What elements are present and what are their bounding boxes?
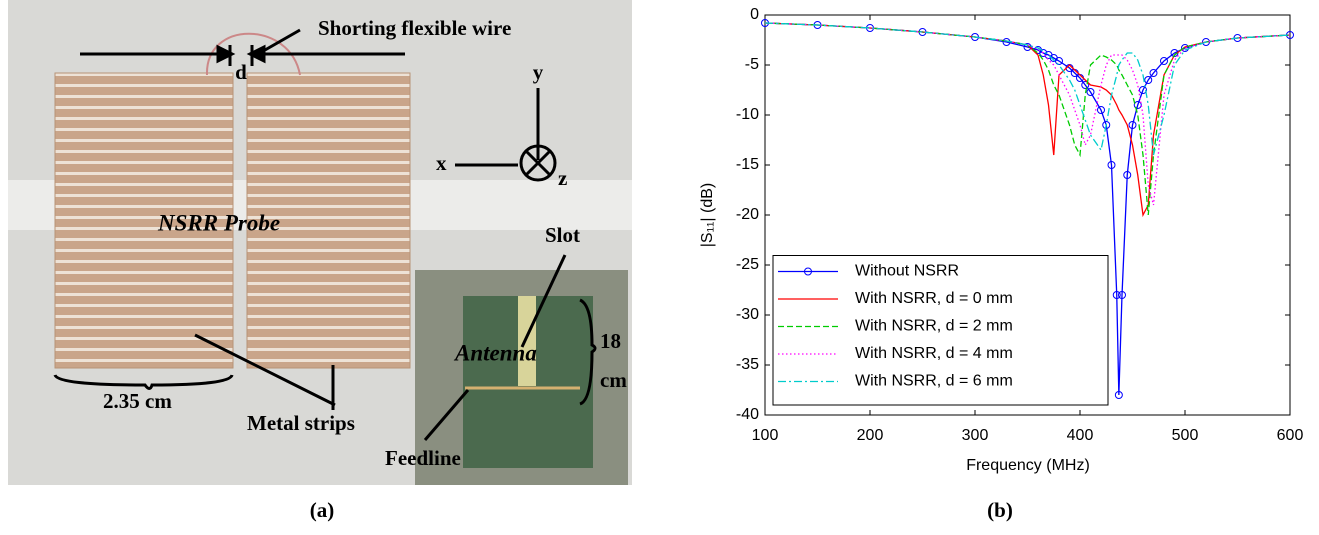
point — [1081, 81, 1090, 89]
y-tick-label: -40 — [736, 406, 759, 423]
point — [1144, 76, 1153, 84]
point — [1097, 106, 1105, 114]
point — [1128, 121, 1137, 129]
x-tick-label: 100 — [752, 427, 779, 444]
photo-label: NSRR Probe — [157, 210, 280, 235]
point — [1118, 291, 1126, 299]
y-tick-label: 0 — [750, 6, 759, 23]
legend-label: With NSRR, d = 2 mm — [855, 318, 1013, 335]
photo-label: d — [235, 60, 247, 84]
y-tick-label: -10 — [736, 106, 759, 123]
point — [1112, 291, 1121, 299]
x-axis-label: Frequency (MHz) — [966, 457, 1090, 474]
point — [1139, 86, 1147, 94]
x-tick-label: 300 — [962, 427, 989, 444]
series-line — [764, 22, 1291, 396]
legend-label: Without NSRR — [855, 263, 959, 280]
y-tick-label: -15 — [736, 156, 759, 173]
point — [1023, 43, 1032, 51]
photo-label: y — [533, 60, 544, 84]
y-tick-label: -35 — [736, 356, 759, 373]
point — [1055, 57, 1063, 65]
legend-marker — [804, 267, 812, 276]
x-tick-label: 600 — [1277, 427, 1304, 444]
photo-label: 18 — [600, 329, 621, 353]
point — [1102, 121, 1111, 129]
photo-label: Feedline — [385, 446, 461, 470]
photo-label: Antenna — [453, 340, 537, 365]
y-axis-label: |S₁₁| (dB) — [699, 183, 716, 247]
legend-label: With NSRR, d = 0 mm — [855, 290, 1013, 307]
legend-box — [772, 255, 1109, 406]
x-tick-label: 400 — [1067, 427, 1094, 444]
point — [1160, 57, 1168, 65]
series-line — [764, 22, 1291, 156]
point — [1149, 69, 1158, 77]
x-tick-label: 500 — [1172, 427, 1199, 444]
point — [1114, 391, 1123, 399]
point — [1086, 88, 1095, 96]
photo: Shorting flexible wire d y x z NSRR Prob… — [8, 0, 632, 485]
photo-label: Metal strips — [247, 411, 355, 435]
point — [1107, 161, 1116, 169]
legend-label: With NSRR, d = 4 mm — [855, 345, 1013, 362]
caption: (b) — [987, 498, 1013, 522]
photo-label: cm — [600, 368, 627, 392]
photo-label: 2.35 cm — [103, 389, 172, 413]
photo-label: Slot — [545, 223, 580, 247]
y-tick-label: -20 — [736, 206, 759, 223]
y-tick-label: -30 — [736, 306, 759, 323]
point — [1123, 171, 1132, 179]
legend-label: With NSRR, d = 6 mm — [855, 373, 1013, 390]
photo-label: Shorting flexible wire — [318, 16, 511, 40]
caption: (a) — [310, 498, 335, 522]
x-tick-label: 200 — [857, 427, 884, 444]
point — [1133, 101, 1142, 109]
photo-label: z — [558, 166, 567, 190]
plot: 100 200 300 400 500 600 -40 -35 -30 -25 -20 -15 -10 -… — [736, 6, 1304, 444]
photo-label: x — [436, 151, 447, 175]
y-tick-label: -25 — [736, 256, 759, 273]
y-tick-label: -5 — [745, 56, 759, 73]
